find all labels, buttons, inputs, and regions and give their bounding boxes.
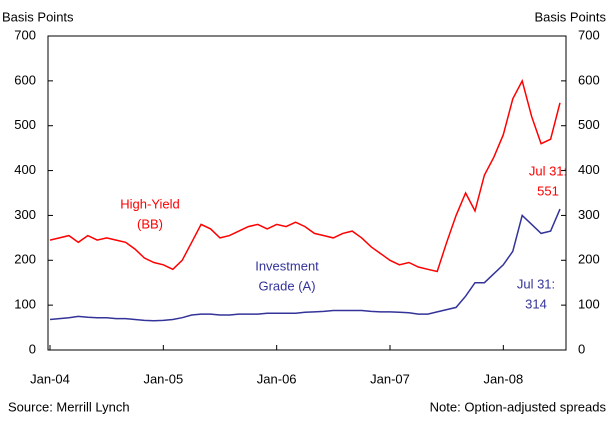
x-tick-label: Jan-04 [30, 371, 70, 386]
series-line [49, 78, 561, 273]
end-label: 314 [525, 296, 547, 311]
y-tick-label: 0 [29, 341, 36, 356]
y2-tick-label: 0 [578, 341, 585, 356]
end-label: Jul 31: [529, 163, 567, 178]
y-tick-label: 400 [14, 162, 36, 177]
y2-tick-label: 400 [578, 162, 600, 177]
x-tick-label: Jan-05 [143, 371, 183, 386]
x-tick-label: Jan-08 [483, 371, 523, 386]
y-tick-label: 700 [14, 27, 36, 42]
end-label: 551 [537, 183, 559, 198]
y-tick-label: 600 [14, 72, 36, 87]
y2-tick-label: 200 [578, 252, 600, 267]
y2-tick-label: 100 [578, 297, 600, 312]
y2-axis-label: Basis Points [534, 9, 606, 24]
series-label: Investment [255, 258, 319, 273]
y2-tick-label: 500 [578, 117, 600, 132]
series-label: High-Yield [120, 196, 180, 211]
y2-tick-label: 300 [578, 207, 600, 222]
y-tick-label: 300 [14, 207, 36, 222]
x-tick-label: Jan-06 [257, 371, 297, 386]
y2-tick-label: 600 [578, 72, 600, 87]
series-line [49, 208, 561, 322]
y2-tick-label: 700 [578, 27, 600, 42]
plot-frame [47, 35, 567, 351]
end-label: Jul 31: [517, 276, 555, 291]
y-tick-label: 200 [14, 252, 36, 267]
series-label: Grade (A) [258, 278, 315, 293]
y-tick-label: 500 [14, 117, 36, 132]
y-axis-label: Basis Points [2, 9, 74, 24]
series-label: (BB) [137, 216, 163, 231]
x-tick-label: Jan-07 [370, 371, 410, 386]
y-tick-label: 100 [14, 297, 36, 312]
source: Source: Merrill Lynch [8, 399, 130, 414]
note: Note: Option-adjusted spreads [430, 399, 607, 414]
